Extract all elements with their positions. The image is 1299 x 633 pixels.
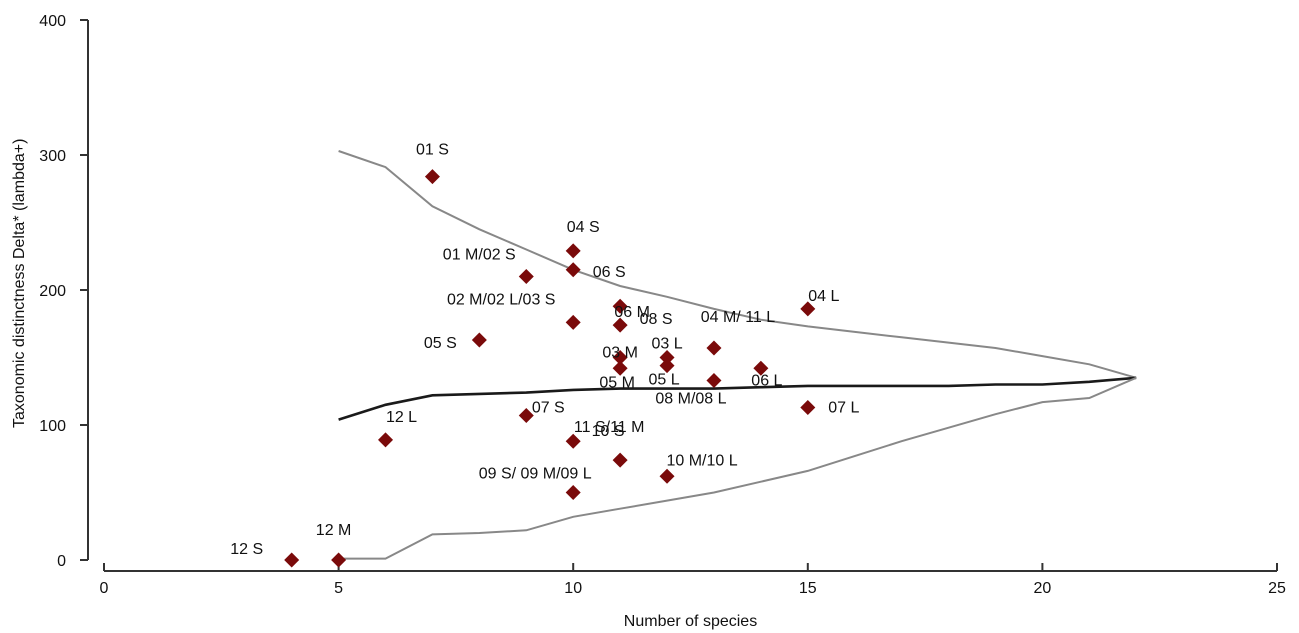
point-labels: 01 S 04 S 01 M/02 S 06 S 06 M 04 L 02 M/02 L/0… bbox=[230, 142, 859, 558]
data-label: 04 L bbox=[808, 288, 839, 305]
x-tick-label: 20 bbox=[1034, 580, 1052, 597]
data-label: 02 M/02 L/03 S bbox=[447, 291, 556, 308]
data-point bbox=[424, 169, 440, 185]
data-label: 01 S bbox=[416, 142, 449, 159]
data-point bbox=[612, 350, 628, 365]
mean-line bbox=[338, 376, 1137, 421]
y-tick-label: 100 bbox=[39, 418, 66, 435]
data-label: 07 L bbox=[828, 399, 859, 416]
data-points bbox=[284, 169, 816, 568]
y-tick-label: 300 bbox=[39, 148, 66, 165]
data-label: 06 M bbox=[614, 304, 650, 321]
data-label: 04 M/ 11 L bbox=[701, 309, 776, 326]
data-label: 04 S bbox=[567, 219, 600, 236]
data-point bbox=[659, 468, 675, 484]
data-label: 12 M bbox=[316, 522, 352, 539]
upper-limit-line bbox=[338, 150, 1137, 379]
data-point bbox=[565, 433, 581, 449]
y-ticks: 0 100 200 300 400 bbox=[39, 13, 88, 570]
data-label: 06 L bbox=[751, 372, 782, 389]
data-point bbox=[706, 340, 722, 356]
data-point bbox=[565, 262, 581, 278]
y-axis-title: Taxonomic distinctness Delta* (lambda+) bbox=[11, 139, 28, 428]
x-tick-label: 5 bbox=[334, 580, 343, 597]
data-point bbox=[331, 552, 347, 568]
data-label: 09 S/ 09 M/09 L bbox=[479, 466, 592, 483]
data-point bbox=[565, 243, 581, 259]
data-label: 01 M/02 S bbox=[443, 247, 516, 264]
y-tick-label: 200 bbox=[39, 283, 66, 300]
data-point bbox=[659, 358, 675, 374]
data-point bbox=[284, 552, 300, 568]
data-point bbox=[518, 269, 534, 284]
x-tick-label: 15 bbox=[799, 580, 817, 597]
data-point bbox=[753, 360, 769, 376]
data-label: 08 M/08 L bbox=[655, 390, 726, 407]
data-label: 10 M/10 L bbox=[666, 452, 737, 469]
data-point bbox=[518, 408, 534, 424]
data-label: 07 S bbox=[532, 400, 565, 417]
data-point bbox=[612, 298, 628, 314]
data-label: 12 L bbox=[386, 409, 417, 426]
data-point bbox=[471, 332, 487, 348]
data-label: 05 M bbox=[599, 374, 635, 391]
data-point bbox=[800, 399, 816, 415]
data-point bbox=[706, 372, 722, 388]
y-tick-label: 400 bbox=[39, 13, 66, 30]
data-label: 03 L bbox=[651, 336, 682, 353]
data-label: 05 L bbox=[648, 372, 679, 389]
data-label: 11 S/11 M bbox=[574, 419, 645, 436]
data-point bbox=[612, 317, 628, 333]
funnel-lines bbox=[338, 150, 1137, 560]
x-tick-label: 0 bbox=[100, 580, 109, 597]
x-axis-title: Number of species bbox=[624, 613, 757, 630]
data-label: 08 S bbox=[640, 311, 673, 328]
data-point bbox=[612, 360, 628, 376]
data-point bbox=[565, 314, 581, 330]
data-point bbox=[565, 485, 581, 500]
lower-limit-line bbox=[338, 376, 1137, 560]
x-ticks: 0 5 10 15 20 25 bbox=[100, 563, 1286, 597]
y-tick-label: 0 bbox=[57, 553, 66, 570]
data-label: 06 S bbox=[593, 264, 626, 281]
data-label: 12 S bbox=[230, 541, 263, 558]
data-point bbox=[378, 432, 394, 448]
data-label: 05 S bbox=[424, 335, 457, 352]
x-tick-label: 25 bbox=[1268, 580, 1286, 597]
data-point bbox=[612, 452, 628, 468]
data-point bbox=[800, 301, 816, 317]
data-label: 03 M bbox=[602, 345, 638, 362]
x-tick-label: 10 bbox=[564, 580, 582, 597]
data-point bbox=[659, 350, 675, 365]
data-label: 10 S bbox=[592, 423, 625, 440]
axes: 0 100 200 300 400 0 5 10 15 20 25 bbox=[39, 13, 1286, 597]
